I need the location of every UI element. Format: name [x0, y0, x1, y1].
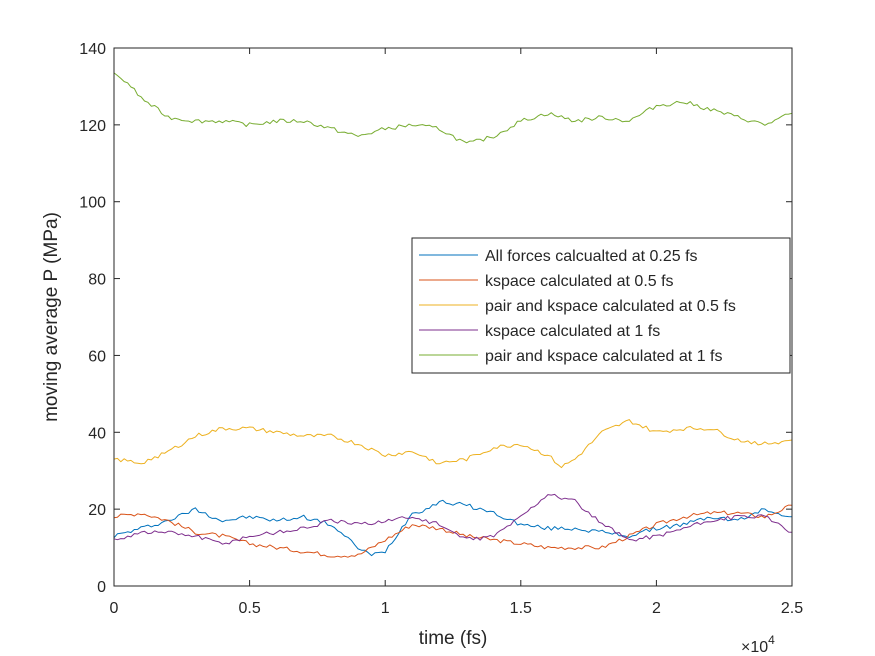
x-tick-label: 2	[652, 600, 661, 617]
legend: All forces calcualted at 0.25 fs kspace c…	[411, 237, 791, 374]
x-axis-exponent-base: ×10	[741, 639, 768, 656]
legend-label-5: pair and kspace calculated at 1 fs	[485, 348, 722, 365]
legend-label-2: kspace calculated at 0.5 fs	[485, 273, 674, 290]
series-line-4	[113, 493, 793, 545]
legend-label-1: All forces calcualted at 0.25 fs	[485, 248, 698, 265]
y-tick-label: 80	[88, 272, 106, 289]
legend-label-3: pair and kspace calculated at 0.5 fs	[485, 298, 736, 315]
y-tick-label: 20	[88, 502, 106, 519]
series-line-5	[113, 72, 793, 144]
x-tick-label: 0	[110, 600, 119, 617]
series-layer	[113, 72, 793, 558]
series-line-1	[113, 499, 793, 557]
series-line-2	[113, 504, 793, 558]
y-tick-label: 120	[79, 118, 106, 135]
legend-label-4: kspace calculated at 1 fs	[485, 323, 660, 340]
y-tick-label: 100	[79, 195, 106, 212]
x-tick-label: 1.5	[510, 600, 532, 617]
x-tick-label: 1	[381, 600, 390, 617]
x-tick-label: 2.5	[781, 600, 803, 617]
legend-entries: All forces calcualted at 0.25 fs kspace c…	[419, 248, 736, 365]
y-tick-label: 60	[88, 348, 106, 365]
x-axis-exponent-power: 4	[768, 633, 775, 647]
y-tick-label: 140	[79, 41, 106, 58]
plot-frame	[113, 47, 793, 587]
y-axis-label: moving average P (MPa)	[41, 212, 62, 422]
y-axis-ticks: 0 20 40 60 80 100 120 140	[79, 41, 792, 596]
x-tick-label: 0.5	[238, 600, 260, 617]
x-axis-ticks: 0 0.5 1 1.5 2 2.5	[110, 48, 803, 617]
y-tick-label: 40	[88, 425, 106, 442]
x-axis-exponent: ×104	[741, 633, 775, 656]
x-axis-label: time (fs)	[419, 628, 488, 649]
y-tick-label: 0	[97, 579, 106, 596]
series-line-3	[113, 419, 793, 469]
